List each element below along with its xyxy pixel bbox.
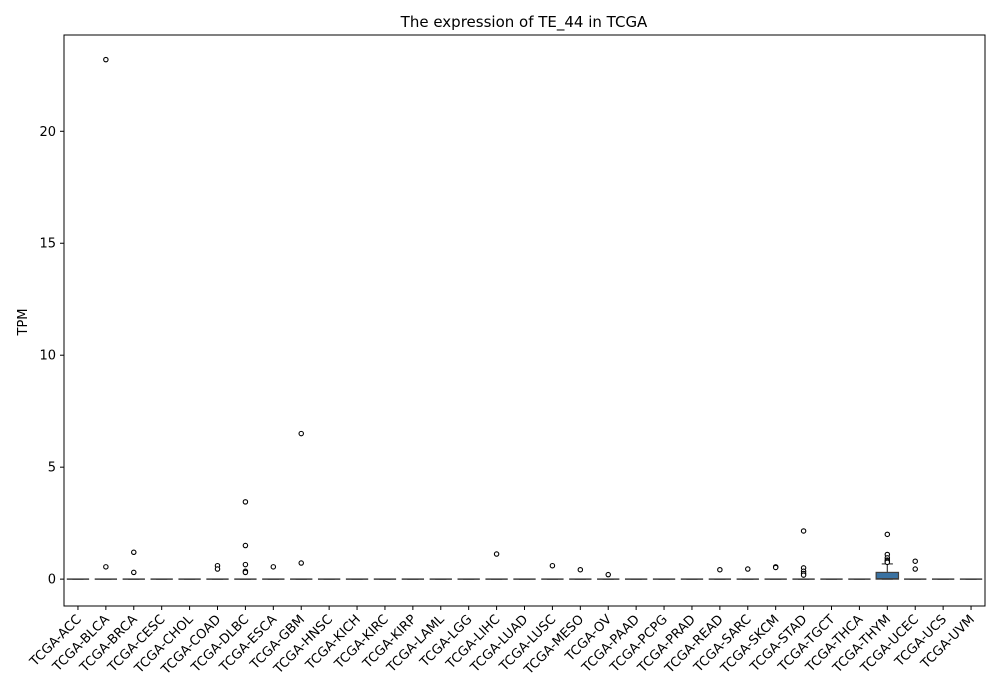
y-axis-label: TPM <box>16 309 31 337</box>
box-tcga-lusc <box>541 562 564 580</box>
outlier-point <box>298 560 304 566</box>
outlier-point <box>605 571 611 578</box>
outlier-point <box>242 569 249 576</box>
outlier-point <box>131 569 137 576</box>
box-tcga-ucec <box>904 558 927 580</box>
outlier-point <box>884 559 891 566</box>
outlier-point <box>242 499 249 505</box>
chart-title: The expression of TE_44 in TCGA <box>400 13 648 32</box>
outlier-point <box>131 549 137 556</box>
box-tcga-coad <box>206 562 229 580</box>
outlier-point <box>549 562 556 569</box>
box-tcga-brca <box>122 549 145 580</box>
outlier-point <box>884 531 891 538</box>
y-tick-label: 15 <box>39 237 56 252</box>
y-tick-label: 0 <box>48 573 56 588</box>
x-axis: TCGA-ACCTCGA-BLCATCGA-BRCATCGA-CESCTCGA-… <box>27 606 978 678</box>
outlier-point <box>717 566 723 573</box>
outlier-point <box>800 572 807 578</box>
box-tcga-lihc <box>485 551 508 580</box>
box-tcga-read <box>708 566 732 580</box>
y-tick-label: 5 <box>48 461 56 476</box>
box-tcga-esca <box>262 564 285 580</box>
box-tcga-dlbc <box>234 499 257 580</box>
outlier-point <box>772 564 779 571</box>
box-tcga-thym <box>875 531 900 580</box>
box-tcga-blca <box>94 56 118 580</box>
outlier-point <box>912 566 918 572</box>
outlier-point <box>577 566 584 573</box>
outlier-point <box>103 56 109 63</box>
outlier-point <box>745 566 751 572</box>
box-tcga-meso <box>569 566 592 580</box>
y-axis: 0 5 10 15 20 <box>39 125 64 588</box>
outlier-point <box>493 551 500 557</box>
outlier-point <box>242 561 249 568</box>
outlier-point <box>800 528 807 534</box>
outlier-point <box>270 564 277 570</box>
outlier-point <box>103 564 109 570</box>
plot-frame <box>63 34 986 607</box>
outlier-point <box>912 558 918 564</box>
y-tick-label: 20 <box>39 125 56 140</box>
box-tcga-sarc <box>736 566 759 580</box>
box-tcga-skcm <box>764 564 787 580</box>
outlier-point <box>298 430 304 437</box>
y-tick-label: 10 <box>39 349 56 364</box>
box-tcga-ov <box>597 571 620 580</box>
outlier-point <box>214 566 221 572</box>
box-tcga-gbm <box>290 430 313 580</box>
outlier-point <box>242 542 249 549</box>
boxes-layer <box>66 56 983 580</box>
box-tcga-stad <box>792 528 815 580</box>
